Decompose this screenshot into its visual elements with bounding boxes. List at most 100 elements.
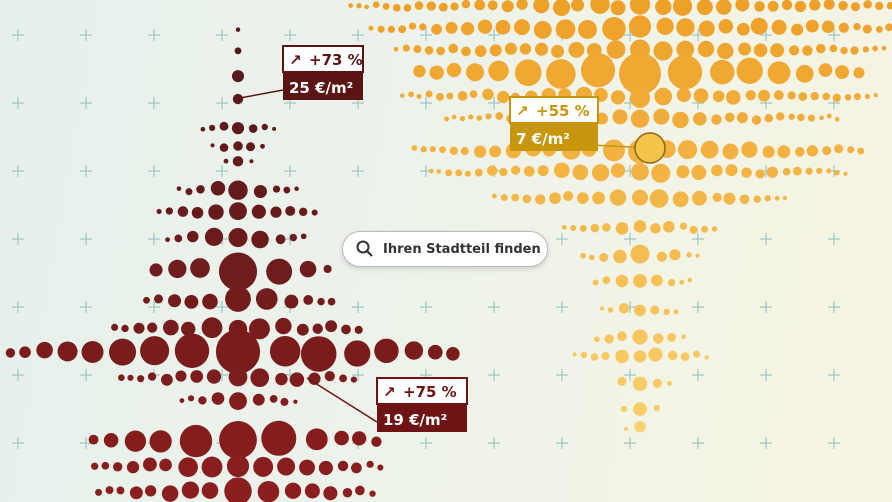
bubble (101, 461, 110, 470)
bubble (633, 220, 647, 233)
bubble (736, 112, 748, 124)
bubble (187, 230, 199, 243)
bubble (782, 167, 791, 176)
bubble (552, 0, 571, 17)
bubble (251, 230, 269, 249)
bubble (219, 143, 229, 152)
bubble (449, 146, 459, 155)
bubble (600, 306, 605, 311)
grid-plus (488, 301, 500, 313)
bubble (663, 221, 675, 233)
bubble (500, 194, 508, 201)
grid-plus (148, 97, 160, 109)
grid-plus (420, 29, 432, 41)
bubble (667, 380, 672, 386)
bubble (590, 223, 600, 233)
grid-plus (148, 301, 160, 313)
bubble (284, 482, 302, 499)
bubble (723, 192, 736, 205)
bubble (672, 191, 689, 208)
bubble (687, 277, 692, 283)
grid-plus (828, 233, 840, 245)
bubble (489, 145, 502, 158)
bubble (429, 65, 444, 80)
bubble (630, 244, 650, 264)
bubble (161, 485, 179, 502)
bubble (794, 147, 805, 157)
bubble (269, 395, 278, 403)
price-label: 25 €/m² (289, 79, 353, 97)
bubble (91, 462, 99, 470)
bubble (788, 113, 795, 120)
bubble (248, 318, 270, 340)
bubble (822, 146, 832, 156)
bubble (514, 59, 542, 87)
bubble (402, 44, 411, 52)
bubble (181, 481, 200, 499)
bubble (533, 0, 550, 14)
bubble (875, 1, 884, 11)
bubble (228, 228, 248, 248)
bubble (631, 189, 649, 206)
bubble (413, 65, 426, 78)
bubble (232, 156, 244, 167)
bubble (448, 43, 459, 54)
bubble (652, 378, 662, 388)
bubble (165, 207, 173, 215)
bubble (324, 370, 335, 382)
bubble (427, 344, 443, 360)
callout-bottom (377, 404, 467, 432)
grid-plus (624, 437, 636, 449)
bubble (392, 4, 401, 12)
bubble (537, 165, 549, 177)
bubble (580, 252, 587, 259)
search-box[interactable]: Ihren Stadtteil finden (342, 231, 548, 267)
bubble (782, 195, 787, 201)
bubble (312, 323, 323, 334)
bubble (533, 20, 552, 39)
bubble (431, 23, 443, 35)
bubble (474, 45, 487, 57)
bubble (628, 15, 652, 38)
bubble (523, 165, 535, 177)
bubble (741, 141, 758, 158)
grid-plus (12, 29, 24, 41)
bubble (656, 251, 667, 262)
bubble (755, 169, 765, 179)
bubble (184, 294, 199, 309)
callout-bottom (283, 72, 363, 100)
grid-plus (624, 369, 636, 381)
bubble (460, 147, 469, 155)
bubble (317, 297, 325, 306)
bubble (650, 305, 660, 315)
bubble (572, 164, 589, 181)
price-label: 7 €/m² (516, 130, 570, 148)
bubble (156, 208, 162, 214)
bubble (168, 259, 187, 279)
leader-line (306, 377, 378, 423)
bubble (81, 341, 104, 364)
bubble (534, 42, 549, 56)
bubble (695, 253, 700, 258)
bubble (304, 483, 320, 499)
bubble (323, 486, 338, 501)
bubble (424, 46, 434, 55)
bubble (805, 167, 813, 175)
bubble (613, 249, 627, 264)
bubble (832, 93, 841, 102)
bubble (615, 274, 629, 288)
bubble (305, 428, 328, 451)
bubble (154, 294, 163, 304)
bubble (653, 333, 664, 344)
bubble (468, 114, 474, 120)
bubble (255, 288, 278, 310)
bubble (414, 1, 424, 10)
bubble (277, 457, 296, 476)
bubble (341, 324, 351, 335)
bubble (711, 226, 718, 232)
bubble (667, 332, 677, 342)
bubble (862, 46, 870, 53)
bubble (522, 194, 532, 204)
bubble (461, 22, 475, 36)
